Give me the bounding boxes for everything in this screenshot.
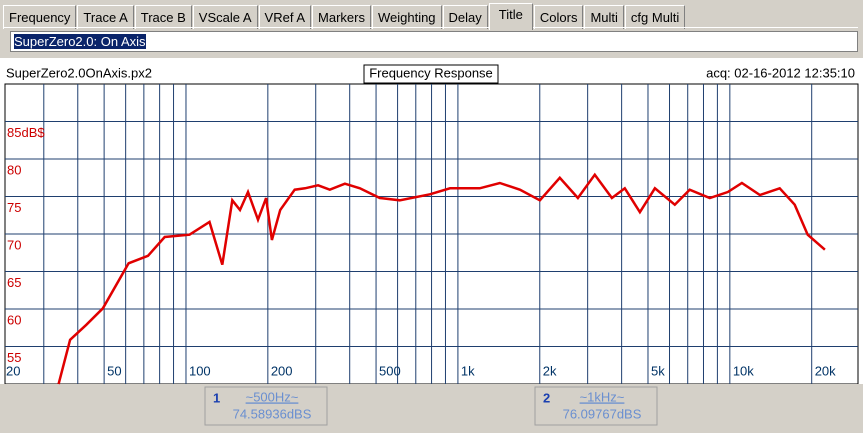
x-tick-label: 5k <box>651 363 665 378</box>
tab[interactable]: Trace A <box>77 5 134 29</box>
y-tick-label: 65 <box>7 275 21 290</box>
y-tick-label: 70 <box>7 237 21 252</box>
x-tick-label: 20k <box>815 363 836 378</box>
chart-title: Frequency Response <box>369 65 493 80</box>
tab[interactable]: VRef A <box>258 5 312 29</box>
y-tick-label: 85dB$ <box>7 125 45 140</box>
marker-strip <box>0 384 863 433</box>
marker-reading: 74.58936dBS <box>233 406 312 421</box>
file-name: SuperZero2.0OnAxis.px2 <box>6 65 152 80</box>
response-line <box>57 172 826 385</box>
acq-time: acq: 02-16-2012 12:35:10 <box>706 65 855 80</box>
tab-panel <box>3 27 858 58</box>
marker-label: ~500Hz~ <box>246 389 299 404</box>
tab[interactable]: VScale A <box>192 5 258 29</box>
marker-index: 1 <box>213 390 220 405</box>
y-tick-label: 60 <box>7 312 21 327</box>
x-tick-label: 20 <box>6 363 20 378</box>
marker-index: 2 <box>543 390 550 405</box>
tab[interactable]: Multi <box>584 5 624 29</box>
marker-box <box>534 386 658 426</box>
title-box <box>363 64 499 84</box>
chart: SuperZero2.0OnAxis.px2 Frequency Respons… <box>0 58 863 433</box>
x-tick-label: 200 <box>271 363 293 378</box>
tab[interactable]: Frequency <box>3 5 77 29</box>
tab[interactable]: Title <box>488 3 533 30</box>
x-tick-label: 100 <box>189 363 211 378</box>
tab[interactable]: Markers <box>312 5 371 29</box>
marker-reading: 76.09767dBS <box>563 406 642 421</box>
tab[interactable]: cfg Multi <box>624 5 686 29</box>
tab-bar: Frequency Trace A Trace B VScale A VRef A Mar… <box>3 3 686 30</box>
tab[interactable]: Colors <box>533 5 584 29</box>
tab[interactable]: Delay <box>442 5 488 29</box>
tab[interactable]: Weighting <box>371 5 442 29</box>
title-input[interactable]: SuperZero2.0: On Axis <box>10 31 858 52</box>
marker-readout: 1 ~500Hz~ 74.58936dBS <box>204 386 328 426</box>
marker-box <box>204 386 328 426</box>
y-tick-label: 75 <box>7 200 21 215</box>
x-tick-label: 2k <box>543 363 557 378</box>
x-tick-label: 50 <box>107 363 121 378</box>
title-text: SuperZero2.0: On Axis <box>14 34 146 49</box>
x-tick-label: 10k <box>733 363 754 378</box>
y-tick-label: 80 <box>7 162 21 177</box>
tab[interactable]: Trace B <box>134 5 192 29</box>
x-tick-label: 1k <box>461 363 475 378</box>
y-tick-label: 55 <box>7 350 21 365</box>
marker-readout: 2 ~1kHz~ 76.09767dBS <box>534 386 658 426</box>
marker-label: ~1kHz~ <box>580 389 625 404</box>
x-tick-label: 500 <box>379 363 401 378</box>
